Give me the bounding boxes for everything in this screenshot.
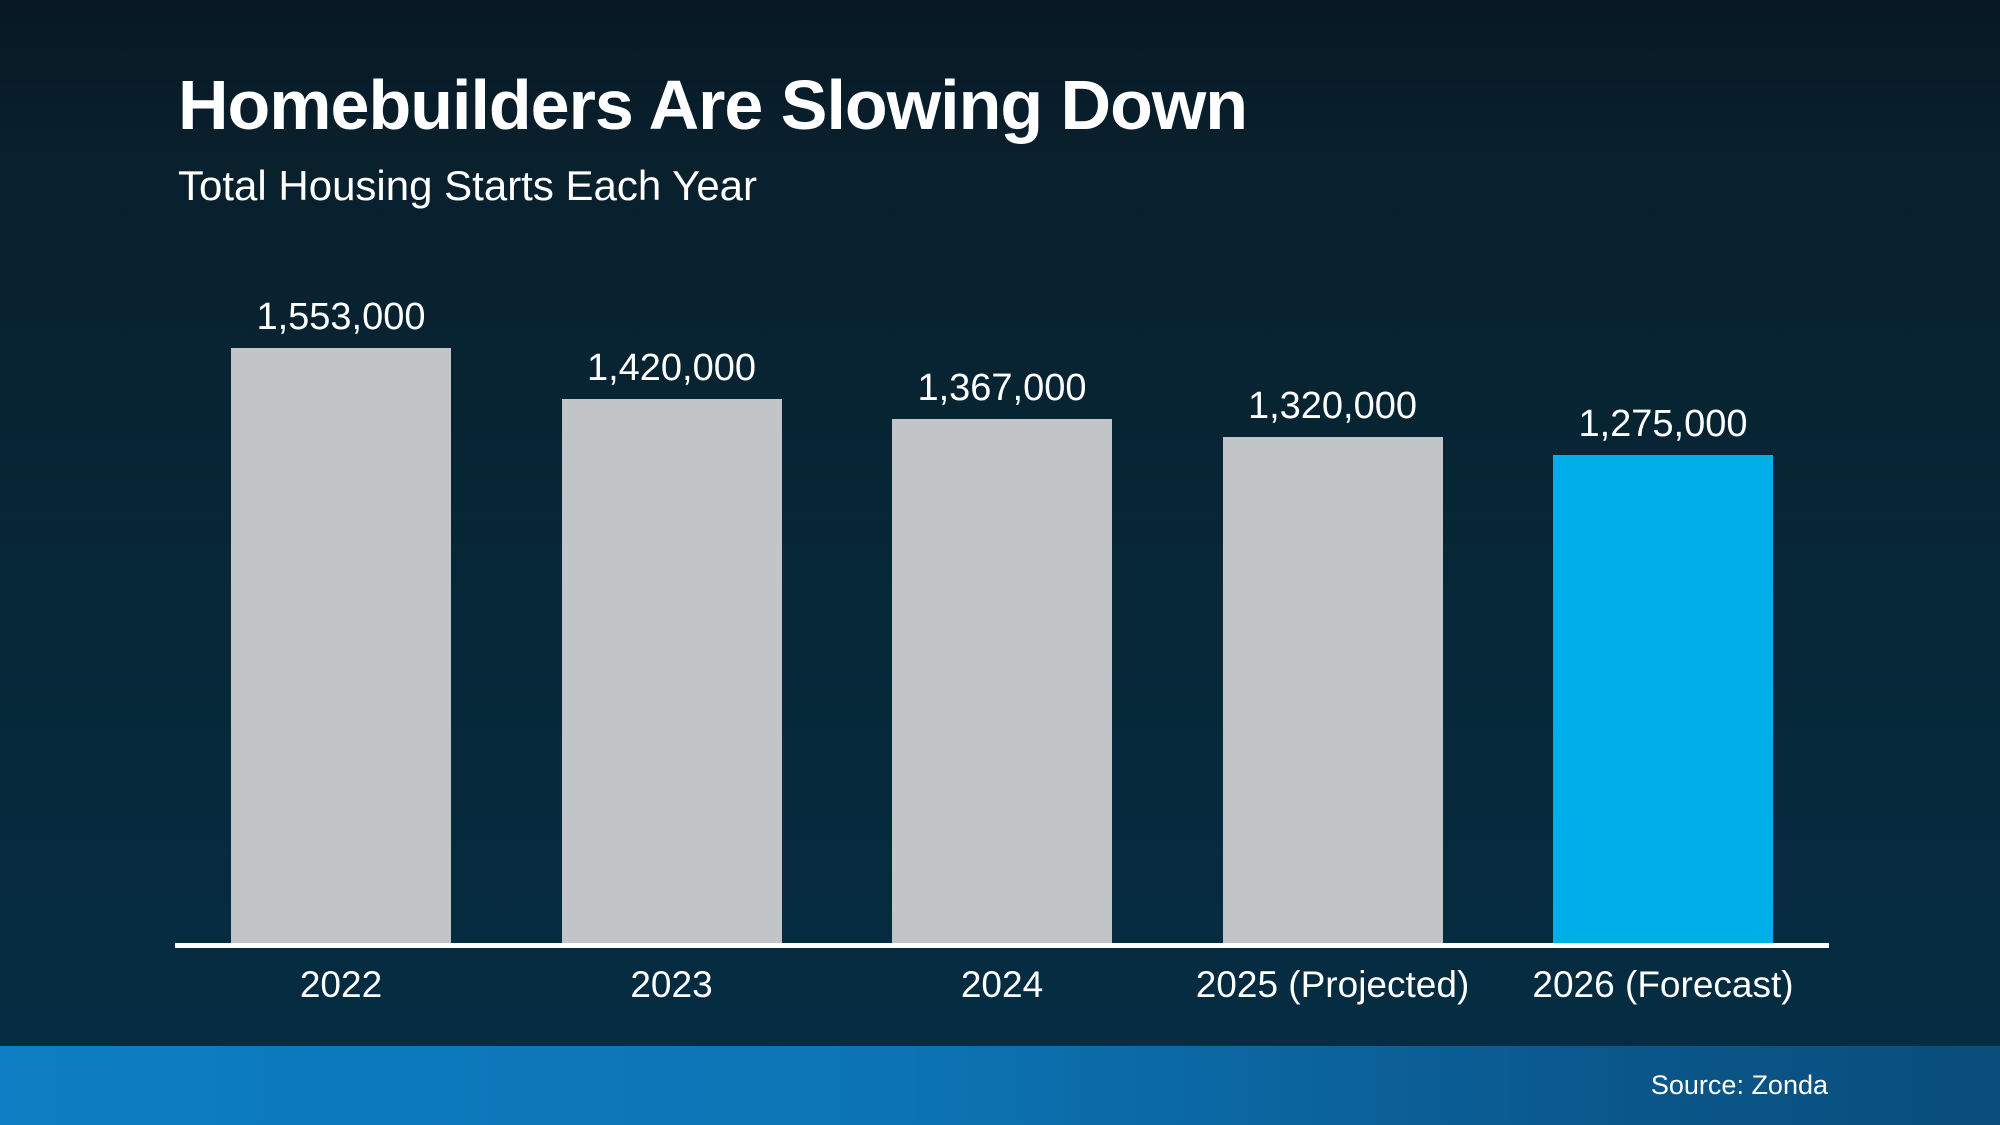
bar-value-label: 1,420,000 xyxy=(586,347,757,389)
bar-value-label: 1,320,000 xyxy=(1247,385,1418,427)
chart-subtitle: Total Housing Starts Each Year xyxy=(178,162,758,209)
x-axis-label: 2024 xyxy=(960,964,1044,1005)
bar-2022 xyxy=(231,348,451,943)
footer-bar: Source: Zonda xyxy=(0,1046,2000,1125)
source-text: Source: Zonda xyxy=(1650,1070,1828,1100)
x-axis-label: 2025 (Projected) xyxy=(1195,964,1470,1005)
chart-title: Homebuilders Are Slowing Down xyxy=(178,66,1248,144)
bar-2026 (Forecast) xyxy=(1553,455,1773,943)
bar-2024 xyxy=(892,419,1112,943)
x-axis-label: 2023 xyxy=(630,964,713,1005)
x-axis-label: 2026 (Forecast) xyxy=(1532,964,1794,1005)
bar-2023 xyxy=(561,399,782,943)
bar-value-label: 1,275,000 xyxy=(1578,403,1748,445)
bar-2025 (Projected) xyxy=(1222,437,1443,943)
x-axis-label: 2022 xyxy=(299,964,383,1005)
x-axis-line xyxy=(175,943,1829,948)
bar-value-label: 1,553,000 xyxy=(256,296,426,338)
bar-value-label: 1,367,000 xyxy=(917,367,1087,409)
